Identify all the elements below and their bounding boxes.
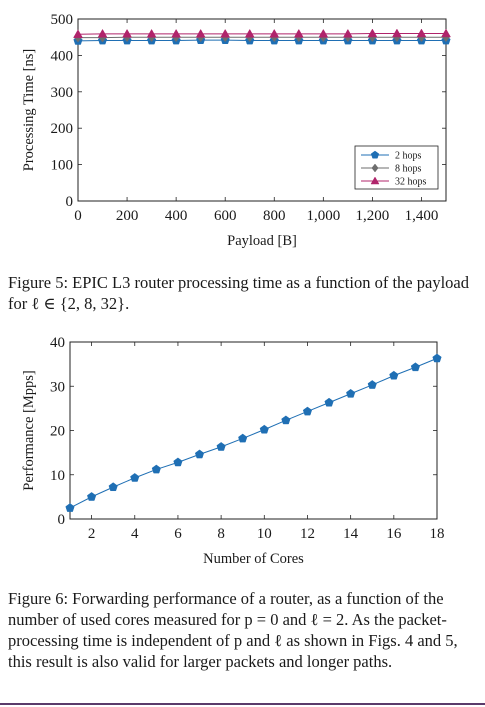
figure-5-chart: 0 200 400 600 800 1,000 1,200 1,400 0 100 200 300 40… xyxy=(21,12,451,249)
data-point xyxy=(410,362,420,372)
data-point xyxy=(441,28,451,38)
legend-marker xyxy=(370,176,380,185)
x-tick-label: 1,200 xyxy=(356,208,390,224)
data-point xyxy=(108,482,118,492)
x-tick-label: 2 xyxy=(88,526,96,542)
x-tick-label: 12 xyxy=(300,526,315,542)
series-line xyxy=(77,39,446,42)
y-tick-label: 500 xyxy=(51,12,74,28)
data-point xyxy=(342,28,353,38)
data-point xyxy=(87,492,97,501)
series-line xyxy=(69,357,438,509)
data-point xyxy=(367,28,378,38)
data-point xyxy=(416,28,427,38)
x-tick-label: 200 xyxy=(116,208,139,224)
x-tick-label: 400 xyxy=(165,208,188,224)
data-point xyxy=(389,370,399,380)
y-tick-label: 300 xyxy=(51,85,74,101)
data-point xyxy=(367,380,377,389)
y-tick-label: 10 xyxy=(50,468,65,484)
data-point xyxy=(195,28,206,38)
data-point xyxy=(216,442,226,451)
data-point xyxy=(130,473,140,482)
x-tick-label: 18 xyxy=(430,526,445,542)
data-point xyxy=(302,406,313,416)
data-point xyxy=(73,29,83,38)
y-tick-label: 0 xyxy=(58,512,66,528)
data-point xyxy=(244,28,255,38)
x-tick-label: 10 xyxy=(257,526,272,542)
data-point xyxy=(392,28,402,38)
x-tick-label: 6 xyxy=(174,526,182,542)
x-tick-label: 1,400 xyxy=(405,208,439,224)
data-point xyxy=(293,28,304,38)
data-point xyxy=(65,503,75,512)
data-point xyxy=(146,28,157,38)
data-point xyxy=(220,28,231,38)
legend-marker xyxy=(370,150,380,159)
data-point xyxy=(238,433,248,443)
data-point xyxy=(97,28,108,38)
y-tick-label: 30 xyxy=(50,379,65,395)
data-point xyxy=(346,388,356,398)
data-point xyxy=(173,457,183,467)
x-axis-label: Number of Cores xyxy=(203,551,304,567)
y-axis-label: Processing Time [ns] xyxy=(21,49,37,171)
data-point xyxy=(324,397,334,407)
x-tick-label: 16 xyxy=(386,526,402,542)
y-tick-label: 200 xyxy=(51,121,74,137)
x-tick-label: 600 xyxy=(214,208,237,224)
y-tick-label: 0 xyxy=(66,194,74,210)
y-axis-label: Performance [Mpps] xyxy=(21,370,37,490)
legend-label: 8 hops xyxy=(395,164,422,175)
data-point xyxy=(281,415,291,425)
figure-6-caption: Figure 6: Forwarding performance of a ro… xyxy=(8,589,458,671)
data-point xyxy=(269,28,280,38)
x-tick-label: 800 xyxy=(263,208,286,224)
data-point xyxy=(432,353,442,363)
series-line xyxy=(77,33,446,35)
data-point xyxy=(318,28,329,38)
y-tick-label: 40 xyxy=(50,335,65,351)
data-point xyxy=(259,424,269,434)
x-tick-label: 14 xyxy=(343,526,359,542)
y-tick-label: 100 xyxy=(51,158,74,174)
legend: 2 hops 8 hops 32 hops xyxy=(354,145,439,190)
legend-label: 32 hops xyxy=(395,177,427,188)
y-tick-label: 400 xyxy=(51,48,74,64)
data-point xyxy=(151,464,161,474)
plot-frame xyxy=(77,18,447,202)
x-tick-label: 4 xyxy=(131,526,139,542)
plot-frame xyxy=(69,341,438,520)
data-point xyxy=(194,449,205,459)
figure-5-caption: Figure 5: EPIC L3 router processing time… xyxy=(8,273,469,313)
legend-marker xyxy=(371,163,379,173)
legend-label: 2 hops xyxy=(395,151,422,162)
page-bottom-rule xyxy=(0,703,485,705)
x-axis-label: Payload [B] xyxy=(227,233,297,249)
x-tick-label: 0 xyxy=(74,208,82,224)
figure-6-chart: 2 4 6 8 10 12 14 16 18 0 10 20 30 40 Number of Cores Pe… xyxy=(21,335,445,567)
x-tick-label: 8 xyxy=(217,526,225,542)
data-point xyxy=(171,28,182,38)
data-point xyxy=(122,28,132,38)
y-tick-label: 20 xyxy=(50,424,65,440)
x-tick-label: 1,000 xyxy=(306,208,340,224)
